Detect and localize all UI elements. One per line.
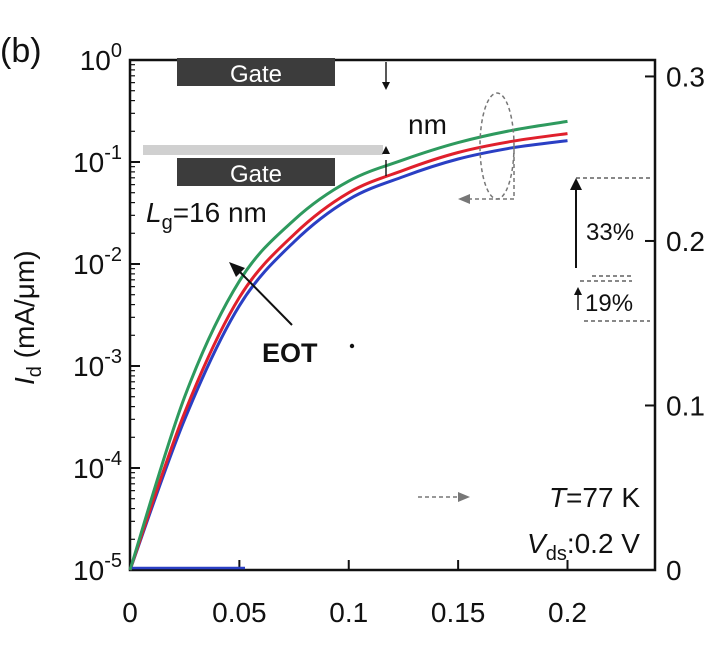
eot-arrow-shaft [237, 269, 293, 326]
arrow-19-head [574, 287, 582, 295]
vds-label: Vds:0.2 V [527, 528, 640, 565]
series-line-red [128, 132, 568, 571]
gate-bottom-block [177, 158, 335, 186]
y2-tick-label: 0.3 [666, 61, 705, 92]
y-tick-label: 10-3 [73, 346, 122, 382]
y-tick-label: 10-1 [73, 142, 122, 178]
y-tick-label: 10-5 [73, 550, 122, 586]
gate-top-label: Gate [230, 61, 282, 88]
x-tick-label: 0 [122, 597, 138, 628]
vds-value: :0.2 V [567, 528, 640, 559]
temperature-symbol: T [549, 482, 568, 513]
temperature-label: T=77 K [549, 482, 640, 513]
temperature-value: =77 K [566, 482, 640, 513]
eot-arrow-head [229, 262, 245, 277]
pct-33-label: 33% [586, 219, 634, 246]
gate-length-label: Lg=16 nm [146, 197, 267, 234]
y-axis-label: Id (mA/μm) [9, 250, 46, 385]
y2-tick-label: 0.2 [666, 226, 705, 257]
y-axis-right: 0.3 0.2 0.1 0 [645, 61, 705, 586]
x-tick-label: 0.05 [212, 597, 267, 628]
vds-sub: ds [546, 543, 567, 565]
eot-dot [349, 343, 355, 349]
y-tick-label: 10-4 [73, 448, 122, 484]
y-axis-label-symbol: I [9, 377, 40, 385]
gate-length-symbol: L [146, 197, 162, 228]
gate-length-value: =16 nm [173, 197, 267, 228]
arrow-33-head [570, 178, 582, 190]
gate-bottom-label: Gate [230, 161, 282, 188]
series-group [128, 119, 568, 571]
panel-label: (b) [0, 32, 42, 70]
thickness-unit: nm [408, 109, 447, 140]
x-tick-label: 0.15 [431, 597, 486, 628]
thickness-arrow-bottom-head [382, 146, 390, 154]
y-tick-label: 10-2 [73, 244, 122, 280]
y2-tick-label: 0.1 [666, 390, 705, 421]
gate-length-sub: g [162, 212, 173, 234]
y-axis-label-unit: (mA/μm) [9, 250, 40, 366]
channel-layer [143, 145, 383, 155]
x-axis: 0 0.05 0.1 0.15 0.2 [122, 560, 587, 628]
plot-frame [128, 58, 657, 572]
gate-top-block [177, 58, 335, 86]
eot-label: EOT [262, 338, 318, 368]
vds-symbol: V [527, 528, 548, 559]
thickness-arrow-top-head [382, 82, 390, 90]
y-axis-label-sub: d [24, 366, 46, 377]
series-line-blue [128, 139, 568, 571]
gate-stack-inset: Gate Gate nm [143, 58, 447, 188]
x-tick-label: 0.2 [548, 597, 587, 628]
y2-tick-label: 0 [666, 555, 682, 586]
pct-19-label: 19% [585, 290, 633, 317]
y-tick-label: 100 [80, 40, 122, 76]
conditions-leader-arrowhead [458, 492, 470, 502]
x-tick-label: 0.1 [329, 597, 368, 628]
marker-leader-line [470, 150, 515, 200]
marker-leader-arrowhead [458, 194, 470, 204]
y-axis-left: 100 10-1 10-2 10-3 10-4 10-5 [73, 40, 140, 586]
series-line-green [128, 119, 568, 571]
